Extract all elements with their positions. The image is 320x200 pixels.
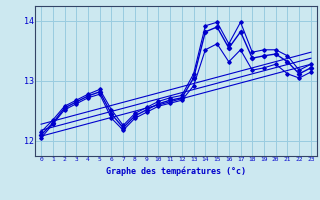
X-axis label: Graphe des températures (°c): Graphe des températures (°c) bbox=[106, 167, 246, 176]
